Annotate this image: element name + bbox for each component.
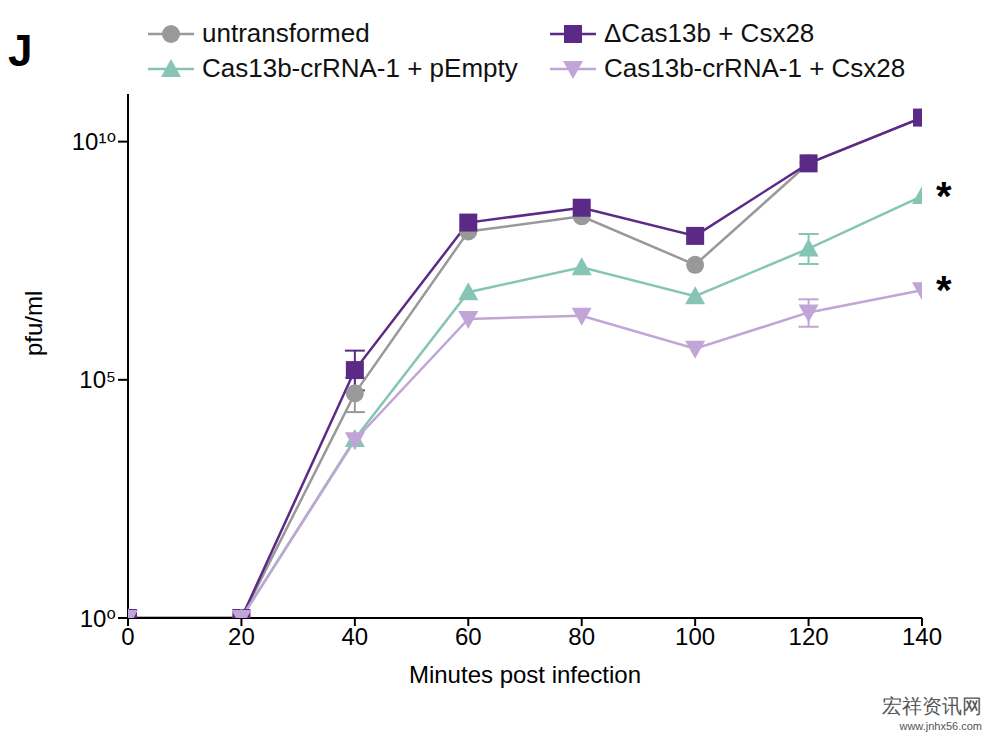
svg-text:pfu/ml: pfu/ml — [20, 291, 47, 356]
svg-text:20: 20 — [228, 623, 255, 650]
svg-text:10¹⁰: 10¹⁰ — [72, 128, 116, 155]
html-text:J: J — [8, 26, 33, 75]
svg-text:40: 40 — [342, 623, 369, 650]
svg-text:10⁵: 10⁵ — [79, 366, 116, 393]
html-text:Cas13b-crRNA-1 + Csx28: Cas13b-crRNA-1 + Csx28 — [604, 53, 906, 83]
svg-text:120: 120 — [789, 623, 829, 650]
svg-text:60: 60 — [455, 623, 482, 650]
svg-text:100: 100 — [675, 623, 715, 650]
html-text:宏祥资讯网: 宏祥资讯网 — [882, 695, 982, 717]
html-text:untransformed: untransformed — [202, 18, 370, 48]
svg-text:10⁰: 10⁰ — [80, 605, 116, 632]
svg-text:*: * — [936, 174, 952, 218]
html-text:www.jnhx56.com: www.jnhx56.com — [899, 720, 982, 732]
svg-text:140: 140 — [902, 623, 942, 650]
svg-text:Minutes post infection: Minutes post infection — [409, 661, 641, 688]
svg-text:*: * — [936, 268, 952, 312]
html-text:Cas13b-crRNA-1 + pEmpty: Cas13b-crRNA-1 + pEmpty — [202, 53, 518, 83]
html-text:ΔCas13b + Csx28: ΔCas13b + Csx28 — [604, 18, 815, 48]
svg-text:0: 0 — [121, 623, 134, 650]
svg-text:80: 80 — [568, 623, 595, 650]
